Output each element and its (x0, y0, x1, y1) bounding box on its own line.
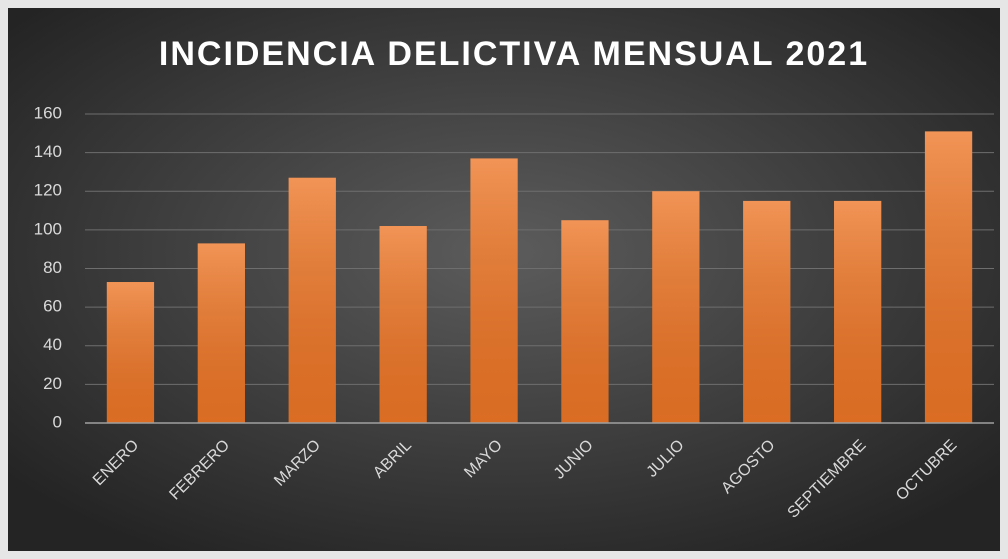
y-tick-label: 0 (53, 412, 62, 431)
y-tick-label: 120 (34, 181, 62, 200)
bar (652, 191, 700, 423)
bar (197, 243, 245, 423)
bar (470, 158, 518, 423)
chart-title: INCIDENCIA DELICTIVA MENSUAL 2021 (159, 35, 869, 73)
y-tick-label: 160 (34, 103, 62, 122)
bar (561, 220, 609, 423)
y-tick-label: 20 (43, 374, 62, 393)
y-tick-label: 60 (43, 297, 62, 316)
bar (834, 200, 882, 423)
bar (288, 177, 336, 423)
bar (106, 282, 155, 423)
bar (379, 226, 427, 423)
y-tick-label: 140 (34, 142, 62, 161)
bar (924, 131, 973, 423)
bar (743, 200, 791, 423)
y-tick-label: 100 (34, 219, 62, 238)
y-tick-label: 40 (43, 335, 62, 354)
y-tick-label: 80 (43, 258, 62, 277)
